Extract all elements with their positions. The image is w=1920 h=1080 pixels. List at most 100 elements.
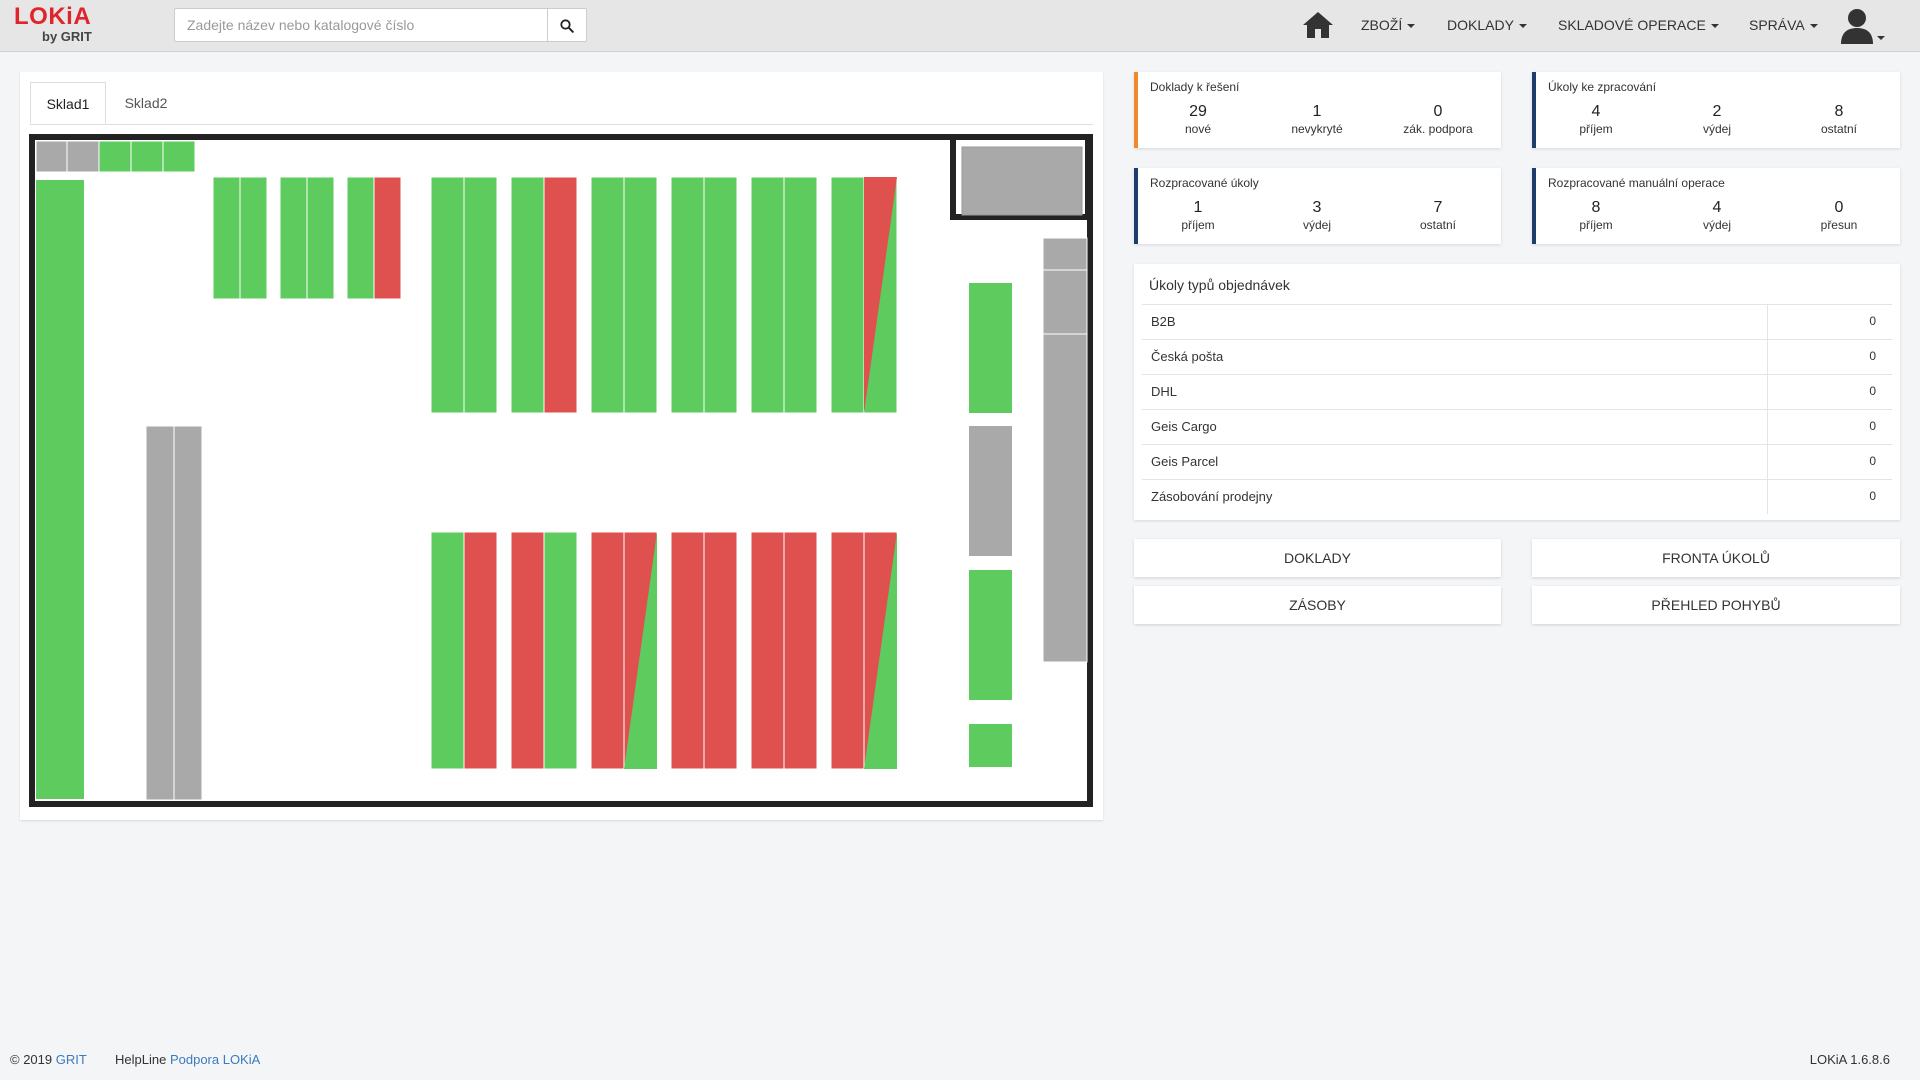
rack-cell[interactable] [750,176,785,414]
stat-nove[interactable]: 29 nové [1138,102,1258,136]
tab-sklad2[interactable]: Sklad2 [124,95,168,111]
nav-zbozi[interactable]: ZBOŽÍ [1361,0,1416,51]
stat-zak-podpora[interactable]: 0 zák. podpora [1378,102,1498,136]
rack-cell[interactable] [510,176,545,414]
rack-cell[interactable] [543,176,578,414]
rack-cell[interactable] [863,176,898,414]
home-button[interactable] [1302,10,1334,40]
stat-label: nové [1184,122,1212,136]
rack-cell[interactable] [1042,333,1088,663]
stat-prijem[interactable]: 4 příjem [1536,102,1656,136]
rack-column[interactable] [145,425,175,801]
nav-sprava[interactable]: SPRÁVA [1749,0,1818,51]
rack-cell[interactable] [239,176,268,300]
rack-cell[interactable] [279,176,308,300]
card-rozpracovane-manualni-operace[interactable]: Rozpracované manuální operace 8 příjem 4… [1532,168,1900,244]
rack-cell[interactable] [670,531,705,770]
rack-cell[interactable] [306,176,335,300]
stat-presun[interactable]: 0 přesun [1779,198,1899,232]
stat-vydej[interactable]: 3 výdej [1257,198,1377,232]
rack-cell[interactable] [590,176,625,414]
rack-cell[interactable] [969,724,1012,767]
warehouse-zone-wall [950,140,1091,220]
chevron-down-icon [1407,24,1416,29]
footer-copyright: © 2019 GRIT [10,1052,87,1067]
table-row[interactable]: Geis Parcel 0 [1142,444,1892,479]
stat-value: 3 [1312,199,1322,216]
card-rozpracovane-ukoly[interactable]: Rozpracované úkoly 1 příjem 3 výdej 7 os… [1134,168,1501,244]
rack-cell[interactable] [543,531,578,770]
warehouse-map [29,134,1093,807]
rack-cell[interactable] [212,176,241,300]
stat-prijem[interactable]: 8 příjem [1536,198,1656,232]
rack-cell[interactable] [830,531,865,770]
rack-cell[interactable] [1042,269,1088,335]
zasoby-button[interactable]: ZÁSOBY [1134,586,1501,624]
rack-column[interactable] [173,425,203,801]
stat-value: 29 [1189,103,1207,120]
rack-cell[interactable] [969,283,1012,413]
card-doklady-k-reseni[interactable]: Doklady k řešení 29 nové 1 nevykryté 0 z… [1134,72,1501,148]
rack-cell[interactable] [670,176,705,414]
stat-vydej[interactable]: 4 výdej [1657,198,1777,232]
prehled-pohybu-button[interactable]: PŘEHLED POHYBŮ [1532,586,1900,624]
stat-nevykryte[interactable]: 1 nevykryté [1257,102,1377,136]
rack-cell[interactable] [463,531,498,770]
table-row[interactable]: Zásobování prodejny 0 [1142,479,1892,514]
rack-cell[interactable] [35,140,68,173]
nav-skladove-operace[interactable]: SKLADOVÉ OPERACE [1558,0,1719,51]
nav-doklady[interactable]: DOKLADY [1447,0,1527,51]
rack-cell[interactable] [783,531,818,770]
user-menu[interactable] [1838,6,1886,46]
stat-vydej[interactable]: 2 výdej [1657,102,1777,136]
table-row[interactable]: DHL 0 [1142,374,1892,409]
stat-label: příjem [1181,218,1215,232]
rack-cell[interactable] [66,140,100,173]
rack-cell[interactable] [750,531,785,770]
stat-prijem[interactable]: 1 příjem [1138,198,1258,232]
app-logo[interactable]: LOKiA by GRIT [14,2,104,48]
rack-cell[interactable] [863,531,898,770]
search-button[interactable] [547,8,587,42]
card-title: Rozpracované manuální operace [1548,176,1725,190]
stat-ostatni[interactable]: 8 ostatní [1779,102,1899,136]
rack-cell[interactable] [703,176,738,414]
stat-label: zák. podpora [1403,122,1473,136]
rack-column[interactable] [36,180,84,799]
rack-cell[interactable] [346,176,375,300]
rack-cell[interactable] [430,176,465,414]
rack-cell[interactable] [623,176,658,414]
doklady-button[interactable]: DOKLADY [1134,539,1501,577]
table-row[interactable]: Geis Cargo 0 [1142,409,1892,444]
grit-link[interactable]: GRIT [55,1052,87,1067]
card-ukoly-ke-zpracovani[interactable]: Úkoly ke zpracování 4 příjem 2 výdej 8 o… [1532,72,1900,148]
table-row[interactable]: B2B 0 [1142,304,1892,339]
rack-cell[interactable] [98,140,132,173]
rack-cell[interactable] [830,176,865,414]
rack-cell[interactable] [590,531,625,770]
rack-cell[interactable] [510,531,545,770]
support-link[interactable]: Podpora LOKiA [169,1052,261,1067]
stat-label: příjem [1579,122,1613,136]
search-input[interactable] [174,8,548,42]
rack-cell[interactable] [783,176,818,414]
table-row[interactable]: Česká pošta 0 [1142,339,1892,374]
tab-sklad1[interactable]: Sklad1 [30,82,106,124]
rack-cell[interactable] [463,176,498,414]
logo-subtitle: by GRIT [42,29,92,44]
rack-cell[interactable] [1042,237,1088,271]
nav-sprava-label: SPRÁVA [1749,17,1805,33]
rack-cell[interactable] [162,140,196,173]
fronta-ukolu-button[interactable]: FRONTA ÚKOLŮ [1532,539,1900,577]
rack-cell[interactable] [703,531,738,770]
rack-cell[interactable] [969,570,1012,700]
rack-cell[interactable] [623,531,658,770]
rack-cell[interactable] [373,176,402,300]
rack-cell[interactable] [430,531,465,770]
rack-cell[interactable] [969,426,1012,556]
user-icon [1838,9,1886,50]
rack-cell[interactable] [130,140,164,173]
stat-ostatni[interactable]: 7 ostatní [1378,198,1498,232]
storage-zone[interactable] [961,146,1083,216]
column-divider [1767,375,1768,409]
